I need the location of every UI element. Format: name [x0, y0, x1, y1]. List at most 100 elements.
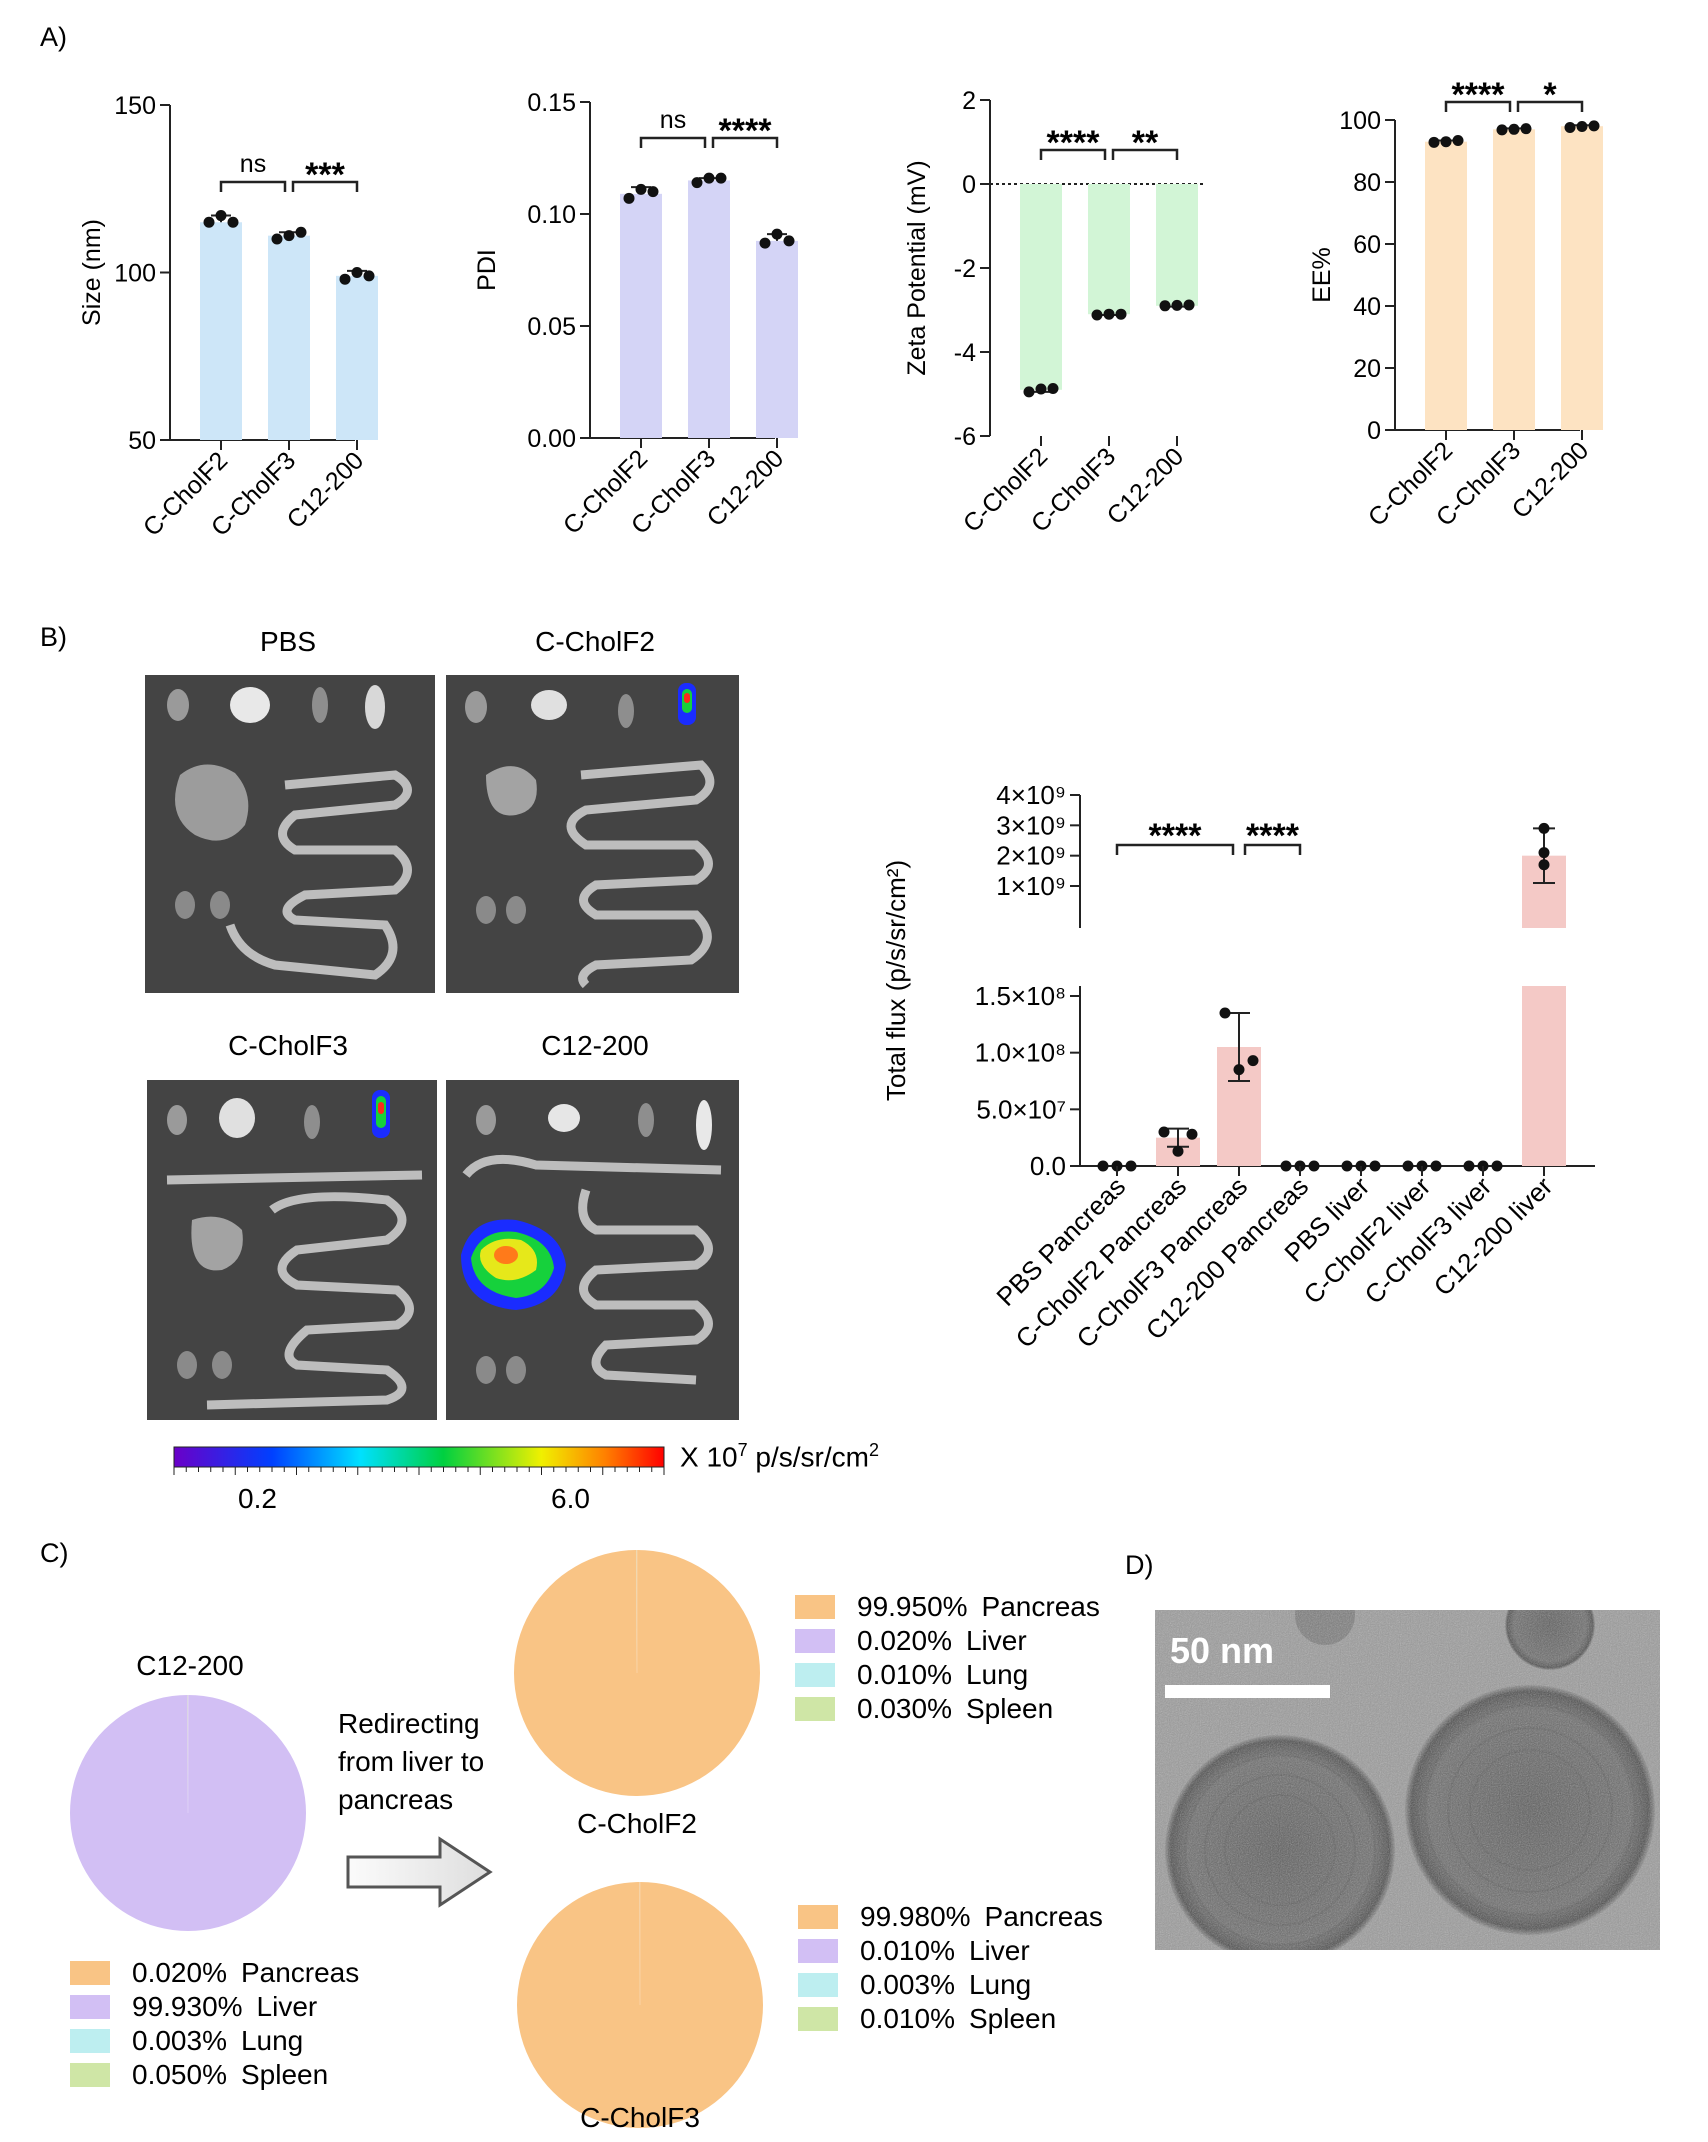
ivis-title-ccholf3: C-CholF3 — [228, 1030, 348, 1061]
legend-swatch — [70, 2029, 110, 2053]
significance-bracket — [639, 136, 707, 148]
total-flux-bar-chart: 0.0 5.0×10⁷ 1.0×10⁸ 1.5×10⁸ 1×10⁹2×10⁹3×10⁹4… — [881, 780, 1595, 1354]
data-point — [1452, 134, 1464, 146]
data-point — [1369, 1160, 1381, 1172]
data-point — [1047, 383, 1059, 395]
y-tick-label: 0 — [1367, 417, 1381, 445]
y-axis-label: PDI — [473, 249, 501, 291]
data-point — [771, 228, 783, 240]
legend-entry: 99.930% Liver — [70, 1990, 359, 2024]
bar — [200, 222, 242, 440]
y-tick-label: 0.00 — [527, 425, 576, 453]
data-point — [1496, 124, 1508, 136]
bar — [268, 235, 310, 440]
x-tick-label: C12-200 — [702, 444, 790, 532]
legend-organ: Lung — [968, 1969, 1032, 2000]
significance-bracket — [219, 180, 287, 192]
ivis-title-ccholf2: C-CholF2 — [535, 626, 655, 657]
legend-entry: 0.020% Pancreas — [70, 1956, 359, 1990]
bar — [1561, 126, 1603, 430]
legend-percent: 0.003% — [860, 1969, 955, 2000]
pie-title-ccholf2: C-CholF2 — [577, 1808, 697, 1839]
significance-bracket — [1243, 843, 1302, 855]
legend-organ: Lung — [965, 1659, 1029, 1690]
legend-percent: 0.010% — [857, 1659, 952, 1690]
significance-label: ns — [240, 150, 266, 178]
pie-title-ccholf3: C-CholF3 — [580, 2102, 700, 2133]
pie-slice — [517, 1882, 764, 2128]
data-point — [1538, 822, 1550, 834]
legend-entry: 99.980% Pancreas — [798, 1900, 1103, 1934]
y-tick-label: -2 — [954, 255, 976, 283]
data-point — [623, 192, 635, 204]
data-point — [1219, 1007, 1231, 1019]
ivis-image-c12-200 — [446, 1080, 739, 1420]
y-tick-label: -6 — [954, 423, 976, 451]
data-point — [1186, 1128, 1198, 1140]
data-point — [691, 177, 703, 189]
data-point — [1341, 1160, 1353, 1172]
legend-organ: Spleen — [240, 2059, 329, 2090]
panel-c-label: C) — [40, 1538, 69, 1568]
ivis-color-scale — [173, 1446, 665, 1475]
data-point — [295, 226, 307, 238]
legend-organ: Liver — [256, 1991, 318, 2022]
data-point — [1183, 299, 1195, 311]
data-point — [759, 237, 771, 249]
y-axis-label: Total flux (p/s/sr/cm²) — [881, 860, 911, 1101]
ivis-image-pbs — [145, 675, 435, 993]
y-axis-label: EE% — [1308, 247, 1336, 303]
data-point — [1520, 123, 1532, 135]
y-tick-label: 0.0 — [1030, 1151, 1066, 1181]
legend-swatch — [795, 1697, 835, 1721]
data-point — [635, 183, 647, 195]
x-tick-label: C12-200 — [1102, 442, 1190, 530]
data-point — [1097, 1160, 1109, 1172]
legend-swatch — [70, 2063, 110, 2087]
significance-label: **** — [1452, 80, 1506, 114]
panel-a-label: A) — [40, 22, 67, 52]
data-point — [783, 235, 795, 247]
y-tick-label: 1.0×10⁸ — [975, 1038, 1066, 1068]
legend-percent: 0.030% — [857, 1693, 952, 1724]
tem-micrograph — [1155, 1610, 1660, 1950]
legend-percent: 0.020% — [132, 1957, 227, 1988]
legend-percent: 99.950% — [857, 1591, 968, 1622]
y-tick-label: 20 — [1353, 355, 1381, 383]
data-point — [1158, 1126, 1170, 1138]
y-tick-label: 2 — [962, 87, 976, 115]
panel-d-label: D) — [1125, 1550, 1154, 1580]
y-axis-label: Zeta Potential (mV) — [903, 160, 931, 375]
ivis-title-c12-200: C12-200 — [541, 1030, 649, 1061]
legend-percent: 0.020% — [857, 1625, 952, 1656]
data-point — [1115, 308, 1127, 320]
ee-bar-chart: 020406080100EE%C-CholF2C-CholF3C12-200**… — [1308, 80, 1603, 532]
data-point — [283, 230, 295, 242]
x-tick-label: C12-200 — [282, 446, 370, 534]
pie-ccholf2 — [514, 1550, 760, 1796]
data-point — [1538, 847, 1550, 859]
legend-percent: 0.010% — [860, 1935, 955, 1966]
significance-label: **** — [1246, 817, 1300, 855]
y-tick-label: 40 — [1353, 293, 1381, 321]
legend-swatch — [798, 2007, 838, 2031]
data-point — [227, 216, 239, 228]
legend-entry: 0.003% Lung — [798, 1968, 1103, 2002]
data-point — [1091, 309, 1103, 321]
data-point — [271, 233, 283, 245]
y-tick-label: 4×10⁹ — [996, 780, 1066, 810]
legend-swatch — [798, 1973, 838, 1997]
legend-ccholf3: 99.980% Pancreas 0.010% Liver 0.003% Lung 0.01… — [798, 1900, 1103, 2036]
data-point — [1103, 308, 1115, 320]
y-tick-label: 50 — [128, 427, 156, 455]
legend-swatch — [795, 1663, 835, 1687]
tem-scale-label: 50 nm — [1170, 1630, 1275, 1671]
legend-entry: 0.003% Lung — [70, 2024, 359, 2058]
data-point — [1576, 121, 1588, 133]
data-point — [1430, 1160, 1442, 1172]
legend-percent: 0.003% — [132, 2025, 227, 2056]
bar — [756, 240, 798, 438]
data-point — [1171, 299, 1183, 311]
bar — [336, 275, 378, 440]
